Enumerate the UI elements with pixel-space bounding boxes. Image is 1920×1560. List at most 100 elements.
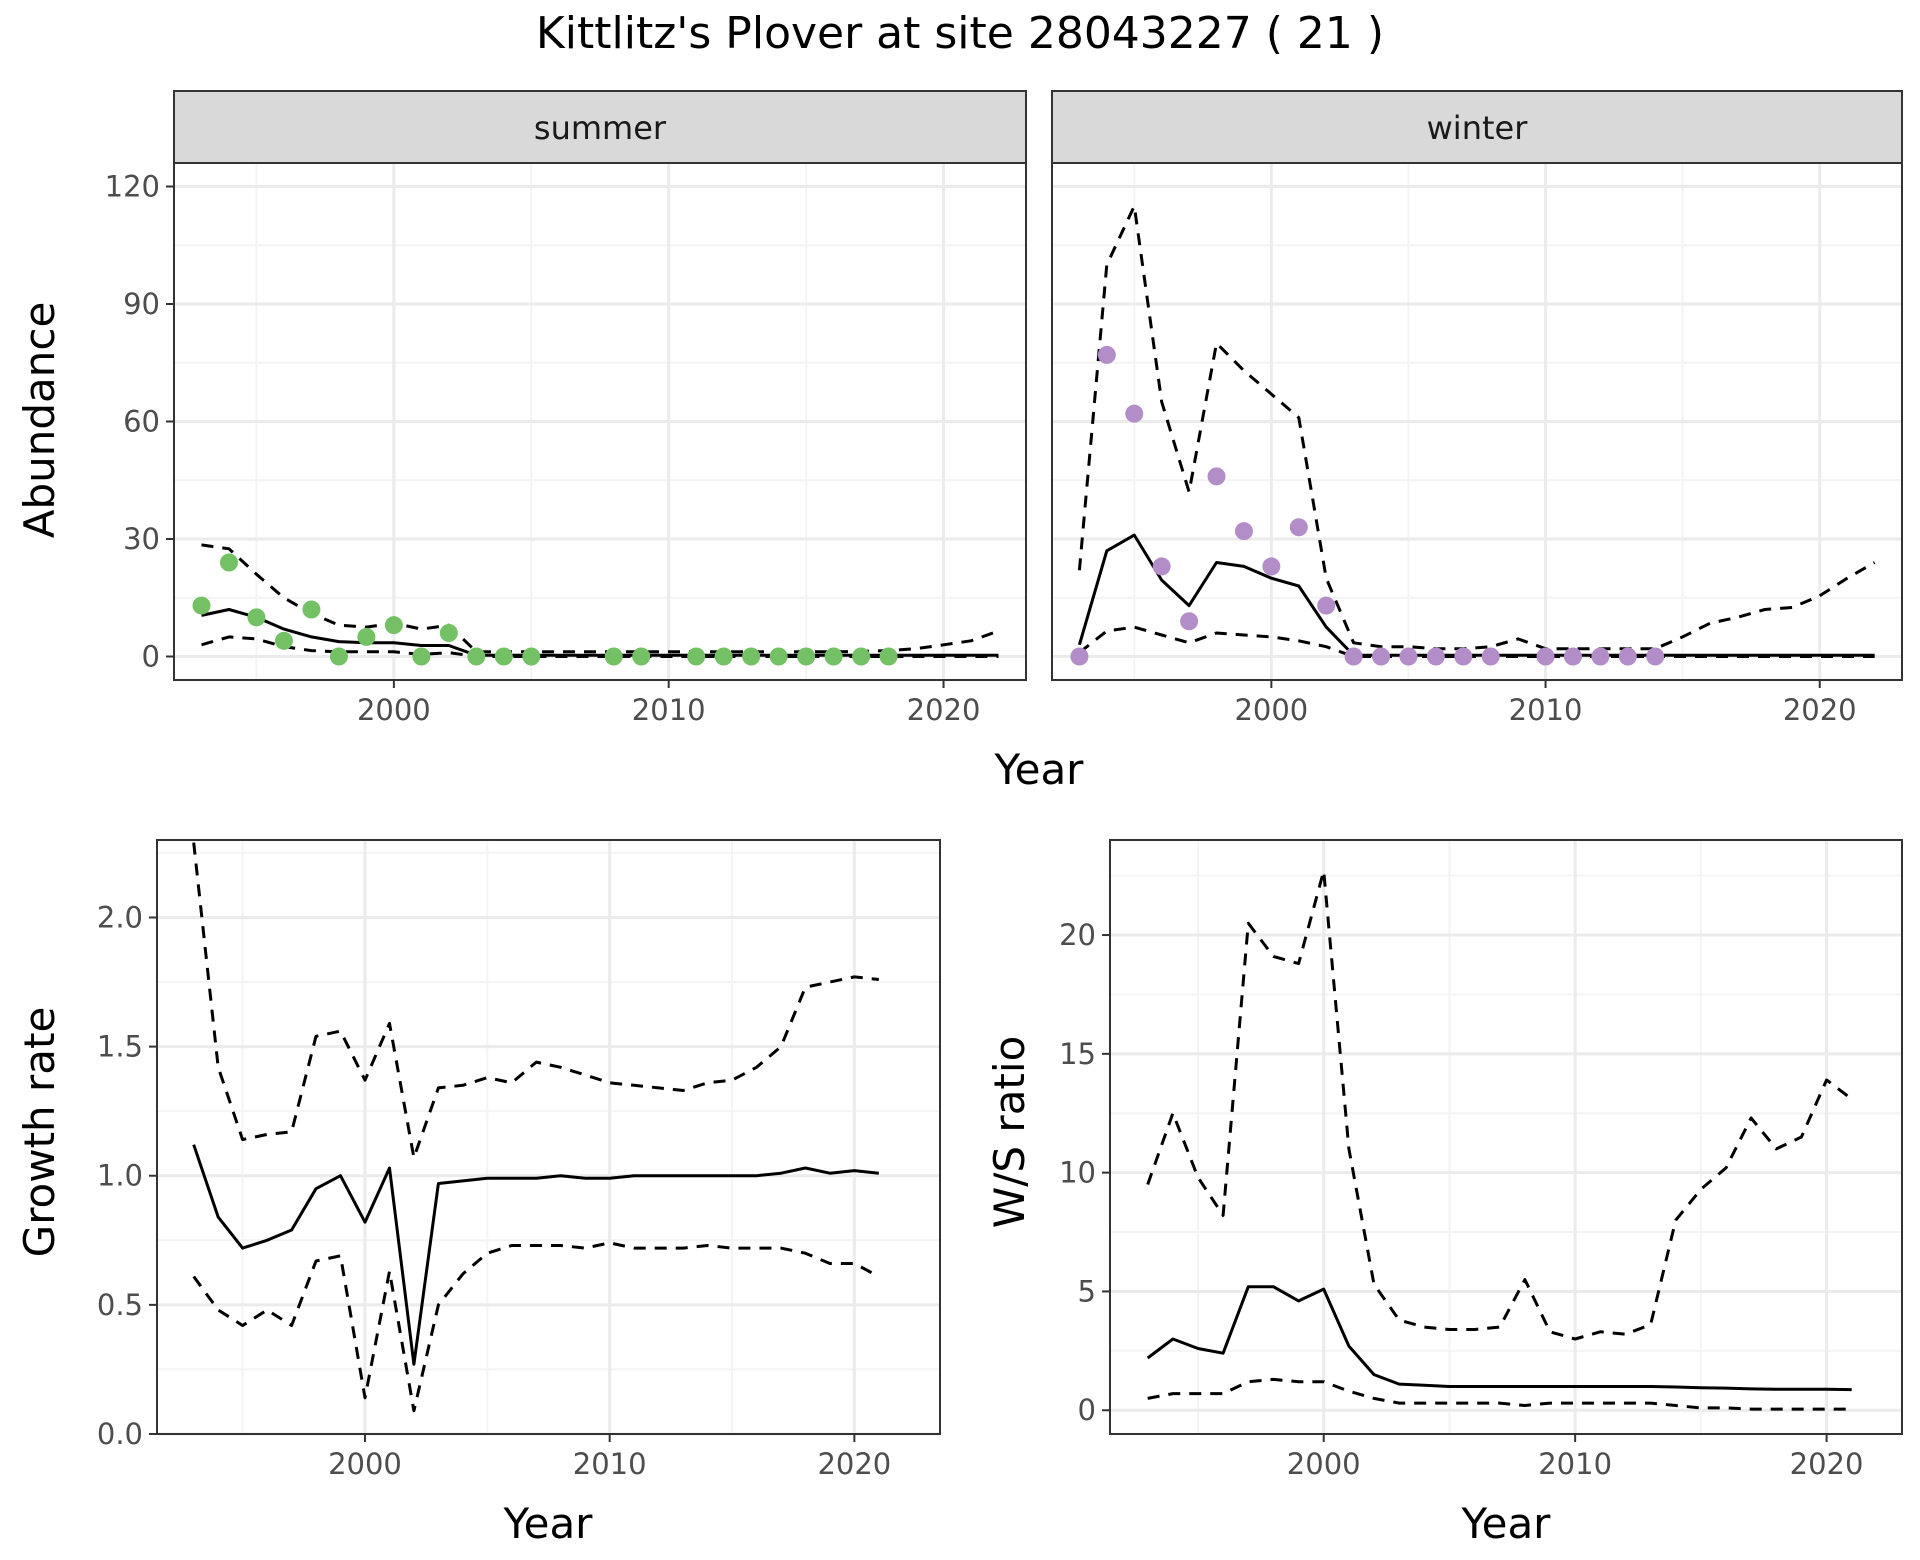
- x-tick-label: 2000: [1287, 1447, 1361, 1481]
- data-point: [329, 647, 348, 666]
- bottom-left-x-axis-title: Year: [503, 1499, 594, 1548]
- top-y-axis-title: Abundance: [15, 302, 64, 539]
- y-tick-label: 0: [142, 640, 160, 674]
- x-tick-label: 2010: [632, 693, 706, 727]
- confidence-bound-line: [1078, 625, 1875, 658]
- data-point: [742, 647, 761, 666]
- x-tick-label: 2010: [573, 1447, 647, 1481]
- top-x-axis-title: Year: [994, 745, 1085, 794]
- data-point: [1234, 522, 1253, 541]
- data-point: [192, 596, 211, 615]
- data-point: [797, 647, 816, 666]
- estimate-line: [192, 1144, 879, 1366]
- data-point: [1262, 557, 1281, 576]
- data-point: [1563, 647, 1582, 666]
- y-tick-label: 0: [1078, 1393, 1096, 1427]
- data-point: [1426, 647, 1445, 666]
- y-tick-label: 60: [123, 405, 160, 439]
- facet-strip: [1051, 90, 1903, 164]
- data-point: [1399, 647, 1418, 666]
- y-tick-label: 30: [123, 522, 160, 556]
- figure-title: Kittlitz's Plover at site 28043227 ( 21 …: [536, 8, 1384, 59]
- panel-border: [1051, 162, 1903, 681]
- bottom-right-x-axis-title: Year: [1461, 1499, 1552, 1548]
- y-tick-label: 5: [1078, 1274, 1096, 1308]
- data-point: [714, 647, 733, 666]
- bottom-left-y-axis-title: Growth rate: [15, 1007, 64, 1258]
- data-point: [852, 647, 871, 666]
- data-point: [1372, 647, 1391, 666]
- data-point: [632, 647, 651, 666]
- data-point: [274, 631, 293, 650]
- data-point: [522, 647, 541, 666]
- x-tick-label: 2020: [1783, 693, 1857, 727]
- data-point: [247, 608, 266, 627]
- data-point: [687, 647, 706, 666]
- data-point: [1646, 647, 1665, 666]
- data-point: [357, 627, 376, 646]
- data-point: [1289, 518, 1308, 537]
- confidence-bound-line: [192, 1241, 880, 1413]
- x-tick-label: 2010: [1538, 1447, 1612, 1481]
- data-point: [467, 647, 486, 666]
- data-point: [1152, 557, 1171, 576]
- data-point: [769, 647, 788, 666]
- data-point: [1481, 647, 1500, 666]
- data-point: [1180, 612, 1199, 631]
- data-point: [384, 616, 403, 635]
- x-tick-label: 2000: [328, 1447, 402, 1481]
- y-tick-label: 10: [1059, 1156, 1096, 1190]
- facet-strip-label: summer: [534, 109, 667, 147]
- data-point: [1097, 345, 1116, 364]
- data-point: [1618, 647, 1637, 666]
- x-tick-label: 2020: [1790, 1447, 1864, 1481]
- panel-border: [156, 839, 941, 1435]
- panel-winter: winter 2000 2010 2020: [1051, 90, 1903, 727]
- bottom-right-y-axis-title: W/S ratio: [985, 1036, 1034, 1229]
- data-point: [1591, 647, 1610, 666]
- data-point: [1454, 647, 1473, 666]
- data-point: [604, 647, 623, 666]
- x-tick-label: 2000: [1234, 693, 1308, 727]
- data-point: [1344, 647, 1363, 666]
- confidence-bound-line: [1147, 1377, 1852, 1411]
- data-point: [1536, 647, 1555, 666]
- data-point: [1070, 647, 1089, 666]
- confidence-bound-line: [1077, 204, 1876, 651]
- y-tick-label: 1.5: [97, 1030, 143, 1064]
- x-tick-label: 2000: [357, 693, 431, 727]
- data-point: [879, 647, 898, 666]
- x-tick-label: 2020: [907, 693, 981, 727]
- panel-ratio: 2000 2010 2020 0 5 10 15 20: [1059, 839, 1903, 1481]
- y-tick-label: 0.5: [97, 1288, 143, 1322]
- data-point: [412, 647, 431, 666]
- facet-strip-label: winter: [1427, 109, 1529, 147]
- y-tick-label: 2.0: [97, 900, 143, 934]
- panel-summer: summer 2000 2010 2020 0 30 60 90 120: [105, 90, 1027, 727]
- data-point: [1317, 596, 1336, 615]
- data-point: [494, 647, 513, 666]
- y-tick-label: 15: [1059, 1037, 1096, 1071]
- data-point: [824, 647, 843, 666]
- data-point: [302, 600, 321, 619]
- data-point: [439, 624, 458, 642]
- x-tick-label: 2010: [1509, 693, 1583, 727]
- panel-border: [1109, 839, 1903, 1435]
- x-tick-label: 2020: [817, 1447, 891, 1481]
- y-tick-label: 20: [1059, 918, 1096, 952]
- y-tick-label: 0.0: [97, 1417, 143, 1451]
- estimate-line: [1146, 1285, 1852, 1392]
- y-tick-label: 120: [105, 170, 160, 204]
- y-tick-label: 1.0: [97, 1159, 143, 1193]
- panel-growth: 2000 2010 2020 0.0 0.5 1.0 1.5 2.0: [97, 839, 941, 1481]
- data-point: [1125, 404, 1144, 423]
- facet-strip: [173, 90, 1027, 164]
- confidence-bound-line: [192, 842, 879, 1160]
- y-tick-label: 90: [123, 287, 160, 321]
- data-point: [219, 553, 238, 572]
- data-point: [1207, 467, 1226, 486]
- confidence-bound-line: [1146, 869, 1853, 1341]
